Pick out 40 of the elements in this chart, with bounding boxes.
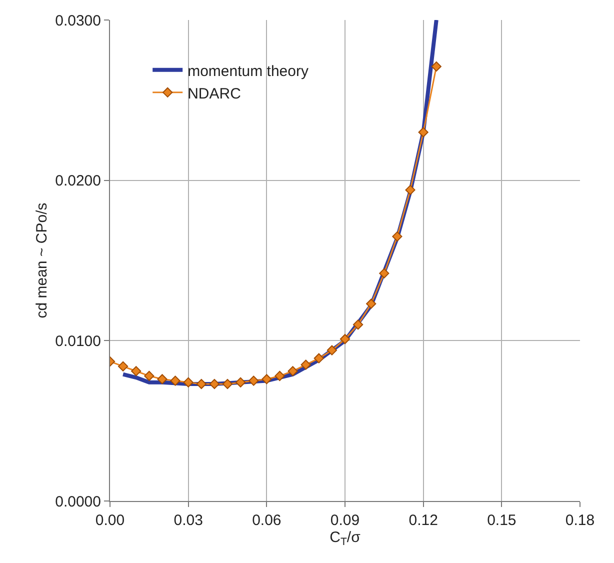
legend-label: NDARC <box>188 85 242 102</box>
point <box>314 353 324 364</box>
point <box>131 366 142 376</box>
point <box>392 231 402 242</box>
point <box>405 184 416 195</box>
point <box>236 377 246 388</box>
point <box>288 366 298 376</box>
y-tick-label: 0.0200 <box>55 172 101 190</box>
point <box>340 334 350 344</box>
point <box>300 360 311 370</box>
y-tick-label: 0.0100 <box>55 332 101 350</box>
point <box>379 268 390 278</box>
x-tick-label: 0.06 <box>252 512 282 529</box>
point <box>248 376 259 386</box>
point <box>170 376 180 386</box>
y-axis-title: cd mean ~ CPo/s <box>33 202 50 318</box>
point <box>144 370 154 381</box>
x-tick-label: 0.09 <box>330 512 360 529</box>
point <box>353 320 364 330</box>
point <box>118 361 128 372</box>
x-axis-title: C$_{T}$/σ <box>330 529 362 548</box>
point <box>326 345 337 356</box>
point <box>418 127 428 138</box>
x-tick-label: 0.03 <box>174 512 203 529</box>
x-tick-label: 0.18 <box>565 512 595 529</box>
point <box>209 378 220 390</box>
point <box>262 374 272 384</box>
x-tick-label: 0.00 <box>95 512 125 529</box>
x-tick-label: 0.12 <box>408 512 438 529</box>
x-tick-label: 0.15 <box>487 512 516 529</box>
legend-label: momentum theory <box>188 62 309 80</box>
point <box>431 61 442 72</box>
y-tick-label: 0.0000 <box>55 493 101 510</box>
point <box>183 377 194 388</box>
point <box>274 370 285 381</box>
point <box>366 298 376 309</box>
point <box>222 378 233 390</box>
y-tick-label: 0.0300 <box>55 12 101 30</box>
point <box>196 378 206 390</box>
point <box>157 374 168 384</box>
